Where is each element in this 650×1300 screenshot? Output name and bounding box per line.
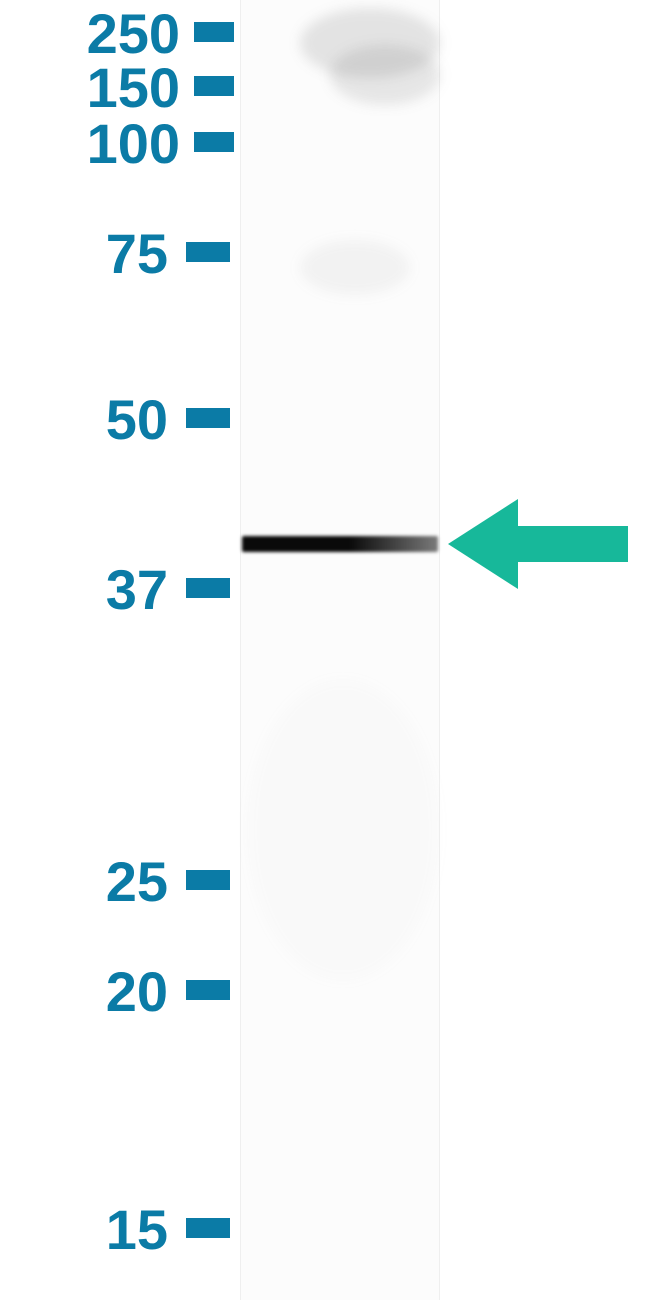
western-blot-figure: 250150100755037252015	[0, 0, 650, 1300]
arrow-head-icon	[448, 499, 518, 589]
band-indicator-arrow	[0, 0, 650, 1300]
arrow-shaft	[518, 526, 628, 562]
